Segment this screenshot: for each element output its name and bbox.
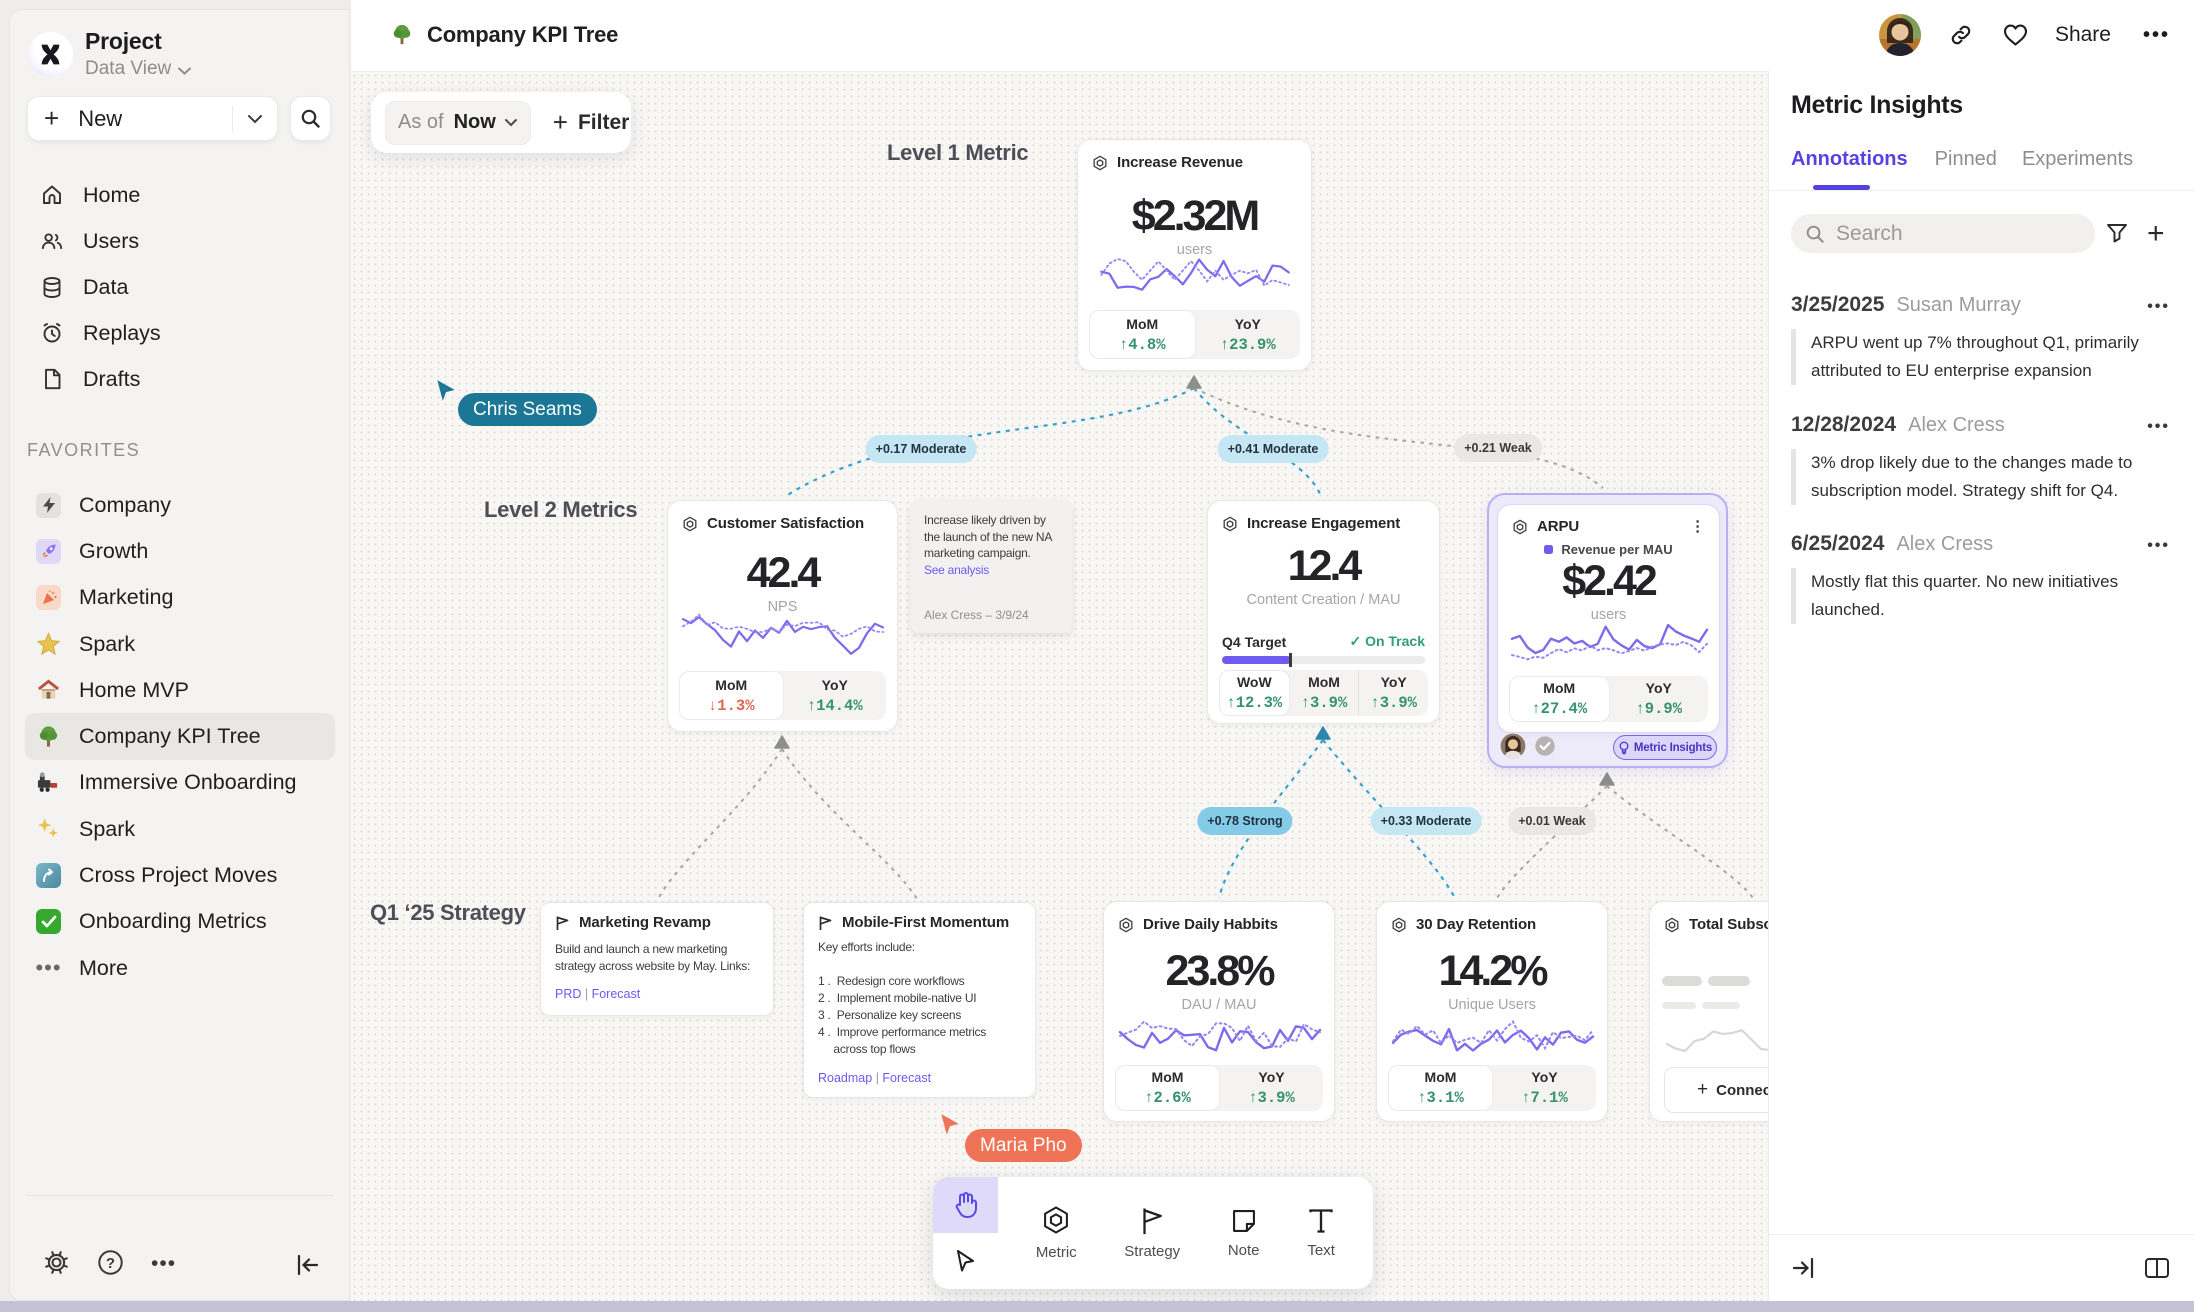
svg-text:?: ? [106,1255,115,1272]
